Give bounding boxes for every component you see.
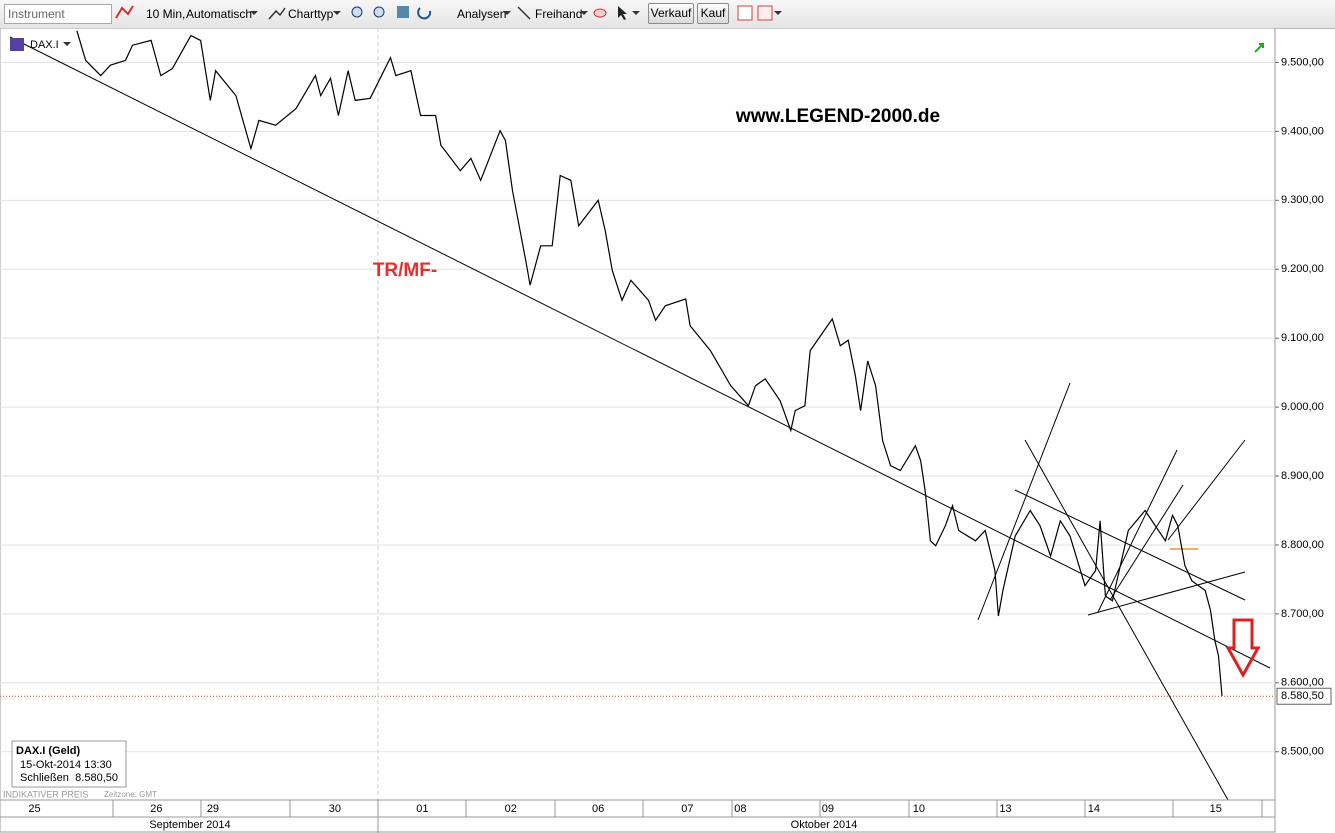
trendline[interactable]	[1109, 484, 1184, 601]
mode[interactable]: Automatisch	[186, 7, 253, 21]
freehand[interactable]: Freihand	[535, 7, 583, 21]
x-axis-band	[0, 799, 1276, 818]
last-price-label: 8.580,50	[1281, 690, 1324, 702]
trendline[interactable]	[1167, 439, 1246, 541]
timezone: Zeitzone: GMT	[104, 790, 157, 799]
icon[interactable]	[268, 7, 286, 20]
instrument-placeholder: Instrument	[8, 7, 65, 21]
y-tick-label: 9.300,00	[1281, 194, 1324, 206]
x-tick-label: 29	[207, 803, 219, 815]
x-tick-label: 01	[416, 803, 428, 815]
x-tick-label: 14	[1088, 803, 1100, 815]
month-label: September 2014	[149, 819, 230, 831]
dropdown[interactable]	[333, 11, 341, 15]
last-price-box	[1276, 687, 1332, 705]
y-tick-label: 9.100,00	[1281, 332, 1324, 344]
y-tick-label: 8.900,00	[1281, 470, 1324, 482]
y-tick-label: 9.200,00	[1281, 263, 1324, 275]
annotation: TR/MF-	[373, 260, 437, 281]
x-tick-label: 13	[999, 803, 1011, 815]
icon[interactable]	[115, 5, 134, 19]
icon[interactable]	[757, 5, 773, 21]
y-tick-label: 9.400,00	[1281, 125, 1324, 137]
x-tick-label: 10	[913, 803, 925, 815]
interval[interactable]: 10 Min,	[146, 7, 186, 21]
trendline[interactable]	[9, 36, 1271, 669]
y-tick-label: 8.800,00	[1281, 539, 1324, 551]
icon[interactable]	[397, 6, 409, 18]
toolbar: Instrument 10 Min, Automatisch Charttyp …	[0, 0, 1335, 29]
trendline[interactable]	[1014, 489, 1246, 601]
x-tick-label: 06	[592, 803, 604, 815]
x-tick-label: 30	[329, 803, 341, 815]
sell-button[interactable]: Verkauf	[648, 3, 694, 24]
plot-area	[0, 28, 1276, 801]
chart: DAX.I www.LEGEND-2000.de TR/MF- DAX.I (G…	[0, 28, 1332, 833]
x-tick-label: 02	[505, 803, 517, 815]
info-title: DAX.I (Geld)	[16, 745, 81, 757]
price-note: INDIKATIVER PREIS	[3, 789, 88, 799]
dropdown[interactable]	[63, 42, 71, 46]
trendline[interactable]	[1087, 571, 1246, 616]
y-tick-label: 8.500,00	[1281, 746, 1324, 758]
buy-button[interactable]: Kauf	[697, 3, 729, 24]
price-line	[76, 30, 1223, 696]
y-tick-label: 8.700,00	[1281, 608, 1324, 620]
zoom-in[interactable]	[351, 6, 363, 18]
icon[interactable]	[618, 6, 627, 20]
chart-type[interactable]: Charttyp	[288, 7, 334, 21]
trendline[interactable]	[1024, 439, 1229, 801]
y-tick-label: 8.600,00	[1281, 677, 1324, 689]
analyses[interactable]: Analysen	[457, 7, 507, 21]
dropdown[interactable]	[250, 11, 258, 15]
info-close: 8.580,50	[75, 772, 118, 784]
icon[interactable]	[593, 8, 607, 18]
day-separators	[112, 800, 1263, 833]
icon[interactable]	[417, 7, 432, 20]
x-tick-label: 25	[28, 803, 40, 815]
y-tick-label: 9.000,00	[1281, 401, 1324, 413]
trendline[interactable]	[977, 382, 1071, 621]
icon[interactable]	[737, 5, 753, 21]
y-tick-label: 9.500,00	[1281, 56, 1324, 68]
down-arrow	[1225, 618, 1261, 679]
zoom-out[interactable]	[373, 6, 385, 18]
x-tick-label: 15	[1210, 803, 1222, 815]
instrument-icon	[10, 38, 24, 51]
info-box	[11, 740, 127, 788]
x-tick-label: 09	[822, 803, 834, 815]
watermark: www.LEGEND-2000.de	[735, 106, 940, 127]
x-tick-label: 07	[681, 803, 693, 815]
trendline[interactable]	[1097, 449, 1178, 613]
icon[interactable]	[517, 6, 531, 20]
toolbar-icons	[115, 5, 782, 21]
status-icon	[1254, 43, 1264, 53]
instrument-label[interactable]: DAX.I	[30, 39, 59, 51]
month-band	[0, 816, 1276, 833]
x-tick-label: 26	[150, 803, 162, 815]
instrument-input[interactable]: Instrument	[4, 4, 112, 24]
info-close-label: Schließen	[20, 772, 69, 784]
month-label: Oktober 2014	[791, 819, 858, 831]
x-tick-label: 08	[734, 803, 746, 815]
trendlines	[9, 36, 1271, 801]
info-time: 15-Okt-2014 13:30	[20, 759, 112, 771]
